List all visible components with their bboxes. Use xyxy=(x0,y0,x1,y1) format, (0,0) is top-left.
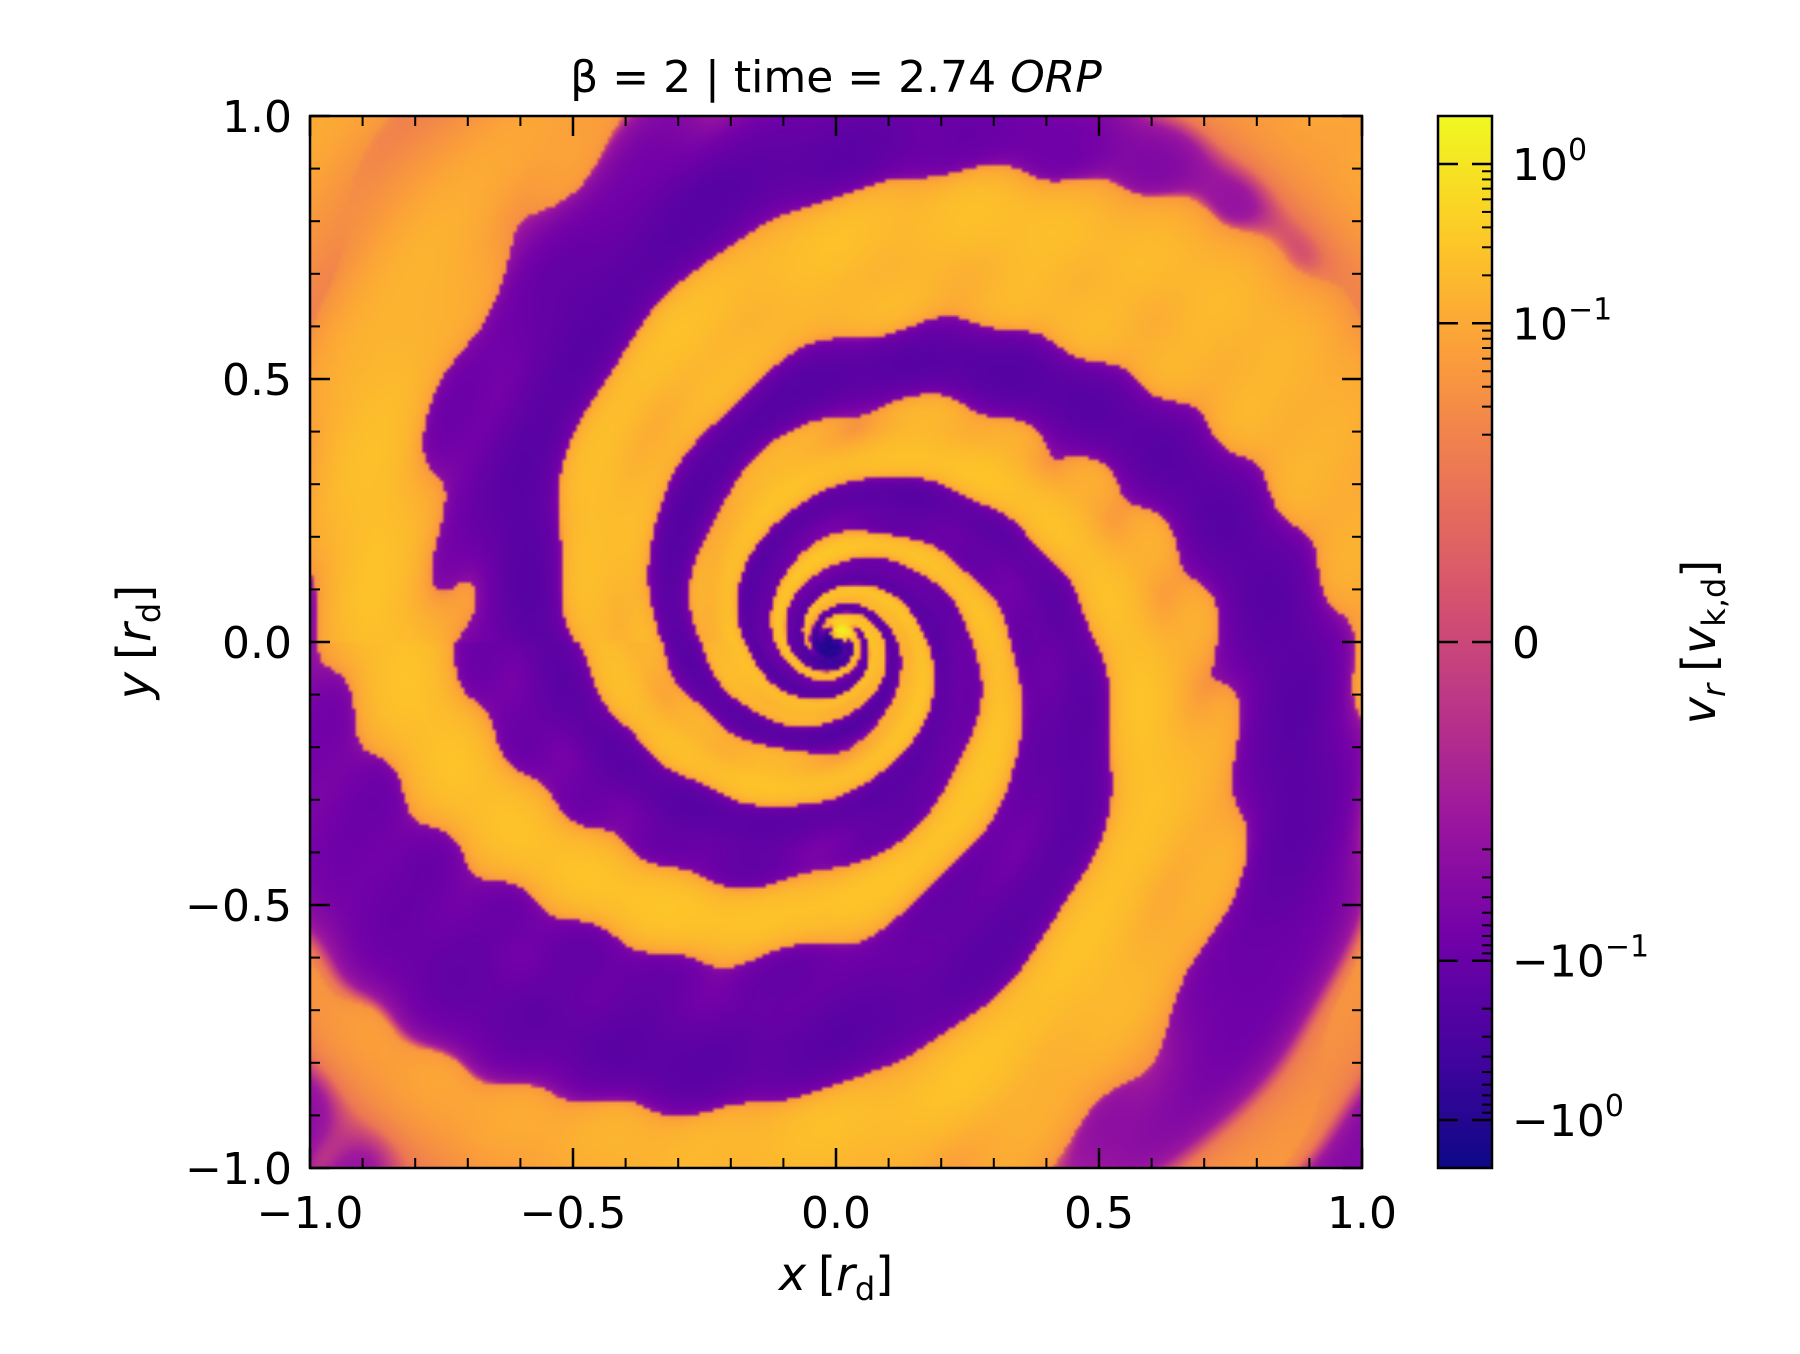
colorbar-ticks: 100 10−1 0 −10−1 −100 xyxy=(1438,133,1649,1147)
colorbar-label: vr[vk,d] xyxy=(1672,560,1733,725)
x-tick-label: 1.0 xyxy=(1327,1188,1397,1239)
y-tick-label: 0.0 xyxy=(222,618,292,669)
colorbar-tick-label: 100 xyxy=(1512,133,1587,191)
x-tick-label: −0.5 xyxy=(520,1188,627,1239)
y-axis-ticks: −1.0 −0.5 0.0 0.5 1.0 xyxy=(185,92,1362,1195)
heatmap-image xyxy=(310,116,1362,1168)
x-tick-label: −1.0 xyxy=(257,1188,364,1239)
x-axis-ticks: −1.0 −0.5 0.0 0.5 1.0 xyxy=(257,116,1397,1239)
y-tick-label: −0.5 xyxy=(185,881,292,932)
colorbar-tick-label: −10−1 xyxy=(1512,930,1649,988)
y-tick-label: 1.0 xyxy=(222,92,292,143)
y-tick-label: 0.5 xyxy=(222,355,292,406)
x-axis-label: x [rd] xyxy=(777,1247,893,1308)
chart-title: β = 2 | time = 2.74 ORP xyxy=(570,52,1102,103)
y-axis-label: y[rd] xyxy=(107,585,168,701)
x-tick-label: 0.0 xyxy=(801,1188,871,1239)
colorbar-tick-label: 10−1 xyxy=(1512,292,1612,350)
x-tick-label: 0.5 xyxy=(1064,1188,1134,1239)
colorbar-tick-label: −100 xyxy=(1512,1089,1624,1147)
y-tick-label: −1.0 xyxy=(185,1144,292,1195)
colorbar-tick-label: 0 xyxy=(1512,618,1540,669)
heatmap-field xyxy=(310,116,1362,1168)
